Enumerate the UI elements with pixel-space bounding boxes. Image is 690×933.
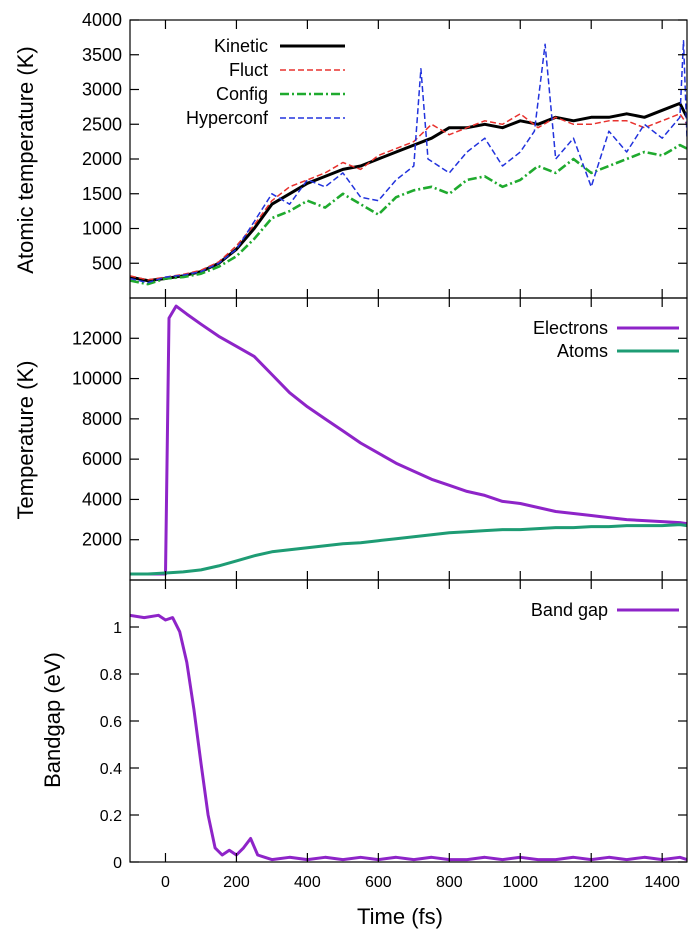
- legend-label-kinetic: Kinetic: [214, 36, 268, 56]
- y-tick-label: 1500: [82, 184, 122, 204]
- y-tick-label: 0.4: [100, 761, 122, 778]
- y-tick-label: 10000: [72, 369, 122, 389]
- series-line-config: [130, 143, 687, 286]
- x-tick-label: 1200: [573, 874, 609, 891]
- y-axis-label-temperature: Temperature (K): [13, 361, 38, 520]
- y-tick-label: 0.6: [100, 714, 122, 731]
- y-tick-label: 6000: [82, 449, 122, 469]
- series-line-band-gap: [130, 613, 687, 862]
- y-tick-label: 12000: [72, 328, 122, 348]
- x-tick-label: 1000: [502, 874, 538, 891]
- y-tick-label: 2500: [82, 114, 122, 134]
- x-tick-label: 200: [223, 874, 250, 891]
- x-tick-label: 400: [294, 874, 321, 891]
- y-tick-label: 4000: [82, 10, 122, 30]
- y-tick-label: 1: [113, 620, 122, 637]
- y-tick-label: 2000: [82, 530, 122, 550]
- panel-atomic-temperature: Atomic temperature (K) 500 1000 1500 2000 25…: [13, 10, 688, 299]
- x-tick-label: 600: [365, 874, 392, 891]
- x-axis-label-time: Time (fs): [357, 904, 443, 929]
- y-axis-label-bandgap: Bandgap (eV): [40, 652, 65, 788]
- y-tick-label: 3500: [82, 45, 122, 65]
- series-line-hyperconf: [130, 40, 687, 284]
- y-tick-label: 8000: [82, 409, 122, 429]
- y-tick-label: 3000: [82, 80, 122, 100]
- legend-label-atoms: Atoms: [557, 341, 608, 361]
- legend-label-config: Config: [216, 84, 268, 104]
- panel-bandgap: Bandgap (eV) 0 0.2 0.4 0.6 0.8 1 0 200 400 600 800…: [40, 579, 688, 891]
- legend-label-band-gap: Band gap: [531, 600, 608, 620]
- y-tick-label: 0.2: [100, 808, 122, 825]
- y-tick-label: 2000: [82, 149, 122, 169]
- x-tick-label: 800: [436, 874, 463, 891]
- series-line-fluct: [130, 113, 687, 281]
- plot-frame: [129, 19, 688, 299]
- legend-label-fluct: Fluct: [229, 60, 268, 80]
- y-tick-label: 500: [92, 253, 122, 273]
- y-tick-label: 4000: [82, 489, 122, 509]
- series-group: [130, 613, 687, 862]
- series-group: [130, 40, 687, 286]
- series-line-electrons: [130, 304, 687, 576]
- panel-temperature: Temperature (K) 2000 4000 6000 8000 10000 120…: [13, 297, 688, 581]
- y-tick-label: 1000: [82, 219, 122, 239]
- y-tick-label: 0.8: [100, 667, 122, 684]
- y-tick-label: 0: [113, 855, 122, 872]
- legend-label-electrons: Electrons: [533, 318, 608, 338]
- x-tick-label: 1400: [644, 874, 680, 891]
- plot-frame: [129, 579, 688, 863]
- series-line-atoms: [130, 523, 687, 576]
- legend-label-hyperconf: Hyperconf: [186, 108, 269, 128]
- y-axis-label-atomic-temperature: Atomic temperature (K): [13, 46, 38, 273]
- series-group: [130, 304, 687, 576]
- x-tick-label: 0: [161, 874, 170, 891]
